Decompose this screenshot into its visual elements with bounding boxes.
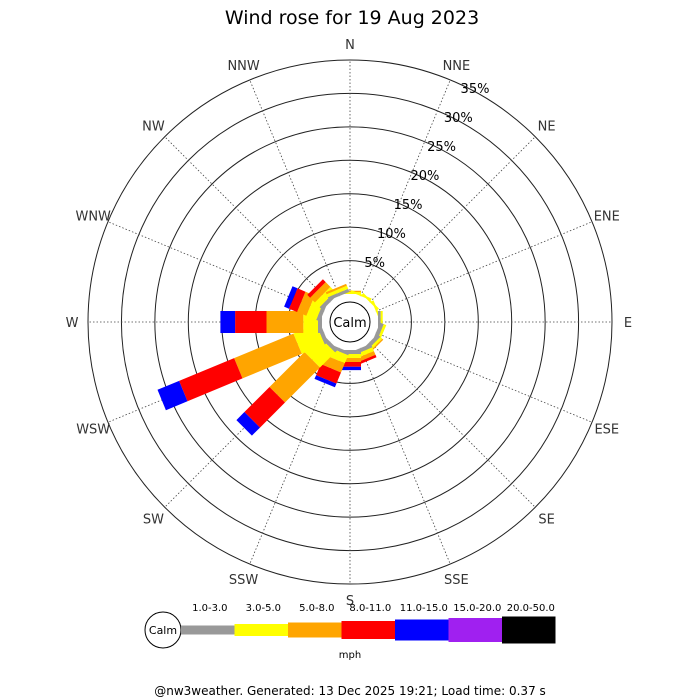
bar-s-bin-5 [339,366,361,371]
wind-bars [157,279,387,436]
direction-label-ne: NE [538,119,556,134]
bar-wsw-bin-5 [157,380,188,411]
radial-tick-label: 5% [364,256,385,271]
bar-nnw-bin-3 [325,283,347,295]
axis-labels: N NNE NE ENE E ESE SE SSE S SSW SW WSW W WNW NW NNW 5% 10… [66,38,633,609]
legend-calm-label: Calm [149,624,177,637]
direction-label-e: E [624,316,632,331]
grid-circle [154,126,546,518]
direction-label-se: SE [538,513,554,528]
calm-label: Calm [333,316,366,331]
legend-swatch-bin-2 [234,624,288,636]
radial-tick-label: 25% [427,140,456,155]
legend-swatch-bin-6 [448,618,502,642]
direction-label-ssw: SSW [229,573,259,588]
bar-w-bin-3 [266,311,304,333]
legend-label-bin-6: 15.0-20.0 [453,603,501,614]
bar-nnw-bin-1 [327,288,350,301]
bar-sw-bin-4 [244,387,285,428]
bar-ssw-bin-5 [314,375,337,388]
direction-label-nne: NNE [443,59,471,74]
legend-label-bin-5: 11.0-15.0 [400,603,448,614]
spoke-line [369,341,536,508]
legend-swatch-bin-5 [395,619,449,641]
direction-label-nnw: NNW [227,59,259,74]
spoke-line [375,221,593,312]
grid-circle [87,59,613,585]
spoke-line [360,347,451,565]
bar-nw-bin-3 [310,282,331,303]
legend-swatch-bin-7 [502,616,556,644]
radial-tick-label: 30% [444,111,473,126]
bar-w-bin-5 [220,311,236,333]
spoke-line [249,347,340,565]
legend-swatch-bin-1 [181,625,235,635]
bar-ssw-bin-4 [316,364,341,384]
bar-nw-bin-4 [307,279,326,298]
bar-w-bin-4 [235,311,267,333]
legend-label-bin-2: 3.0-5.0 [246,603,281,614]
radial-tick-label: 15% [394,198,423,213]
legend: Calm 1.0-3.0 3.0-5.0 5.0-8.0 8.0-11.0 11.0-15… [144,603,556,661]
bar-sw-bin-5 [236,412,260,436]
bar-wsw-bin-4 [179,358,243,402]
bar-sw-bin-3 [269,352,320,403]
legend-label-bin-7: 20.0-50.0 [507,603,555,614]
legend-swatch-bin-3 [288,622,342,638]
spoke-line [375,332,593,423]
bar-wnw-bin-5 [284,286,298,309]
direction-label-ese: ESE [594,422,619,437]
direction-label-sse: SSE [444,573,469,588]
legend-label-bin-1: 1.0-3.0 [192,603,227,614]
legend-label-bin-3: 5.0-8.0 [299,603,334,614]
bar-wsw-bin-3 [234,333,302,379]
direction-label-s: S [346,594,354,609]
spoke-line [369,136,536,303]
legend-swatch-bin-4 [341,621,395,639]
radial-tick-label: 10% [377,227,406,242]
direction-label-nw: NW [142,119,165,134]
radial-tick-label: 20% [410,169,439,184]
footer-text: @nw3weather. Generated: 13 Dec 2025 19:2… [154,684,546,698]
spoke-line [249,79,340,297]
calm-center: Calm [329,301,371,343]
direction-label-wsw: WSW [76,422,110,437]
legend-label-bin-4: 8.0-11.0 [349,603,391,614]
direction-label-ene: ENE [594,210,620,225]
spoke-line [360,79,451,297]
radial-tick-label: 35% [461,82,490,97]
bar-nnw-bin-2 [326,285,349,298]
direction-label-n: N [345,38,355,53]
direction-label-wnw: WNW [75,210,111,225]
spoke-line [164,136,331,303]
chart-title: Wind rose for 19 Aug 2023 [225,7,479,29]
calm-circle [329,301,371,343]
bar-wnw-bin-4 [289,288,306,312]
direction-label-w: W [66,316,79,331]
legend-unit-label: mph [339,650,361,661]
direction-label-sw: SW [143,513,164,528]
spoke-line [107,221,325,312]
